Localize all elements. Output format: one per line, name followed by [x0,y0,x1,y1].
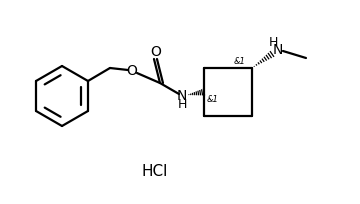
Text: N: N [177,89,187,103]
Text: N: N [273,43,283,57]
Text: &1: &1 [234,58,246,67]
Text: O: O [150,45,161,59]
Text: &1: &1 [207,94,219,103]
Text: HCl: HCl [142,164,168,180]
Text: H: H [268,35,278,49]
Text: H: H [177,99,187,112]
Text: O: O [127,64,138,78]
